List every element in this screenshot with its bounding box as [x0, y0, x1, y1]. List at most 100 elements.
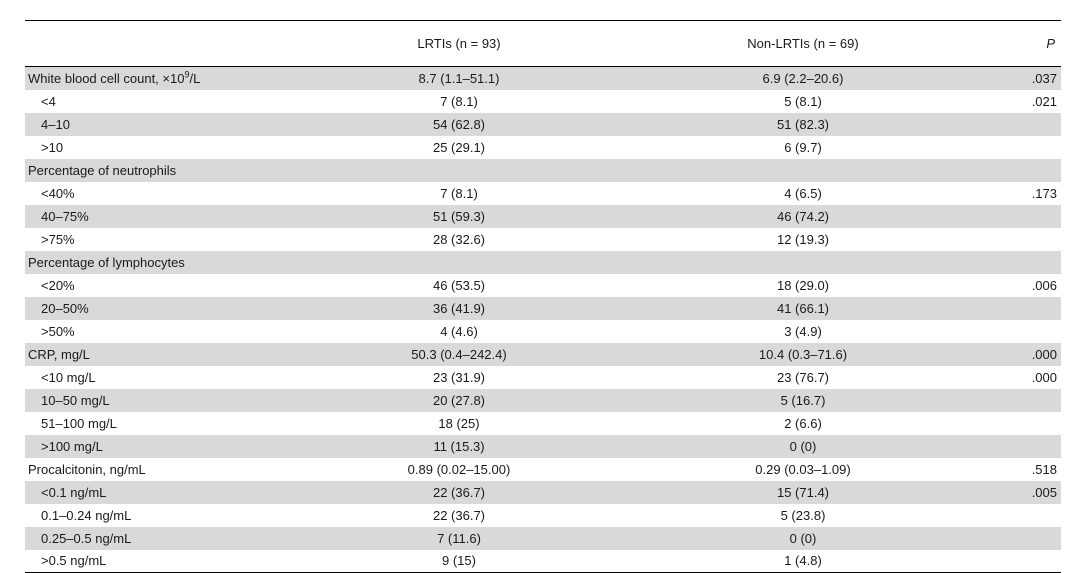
table-row: >50% 4 (4.6) 3 (4.9): [25, 320, 1061, 343]
cell-lrti: 20 (27.8): [287, 388, 631, 412]
table-row: 51–100 mg/L 18 (25) 2 (6.6): [25, 412, 1061, 435]
cell-p-value: [975, 204, 1061, 228]
row-label: Procalcitonin, ng/mL: [25, 458, 287, 481]
row-label: <20%: [25, 274, 287, 297]
cell-p-value: [975, 136, 1061, 159]
row-label: 51–100 mg/L: [25, 412, 287, 435]
cell-p-value: .518: [1031, 461, 1057, 477]
cell-non-lrti: 1 (4.8): [631, 549, 975, 573]
row-label-text: Procalcitonin, ng/mL: [28, 461, 146, 477]
row-label-text: 0.25–0.5 ng/mL: [41, 530, 132, 546]
header-row: LRTIs (n = 93) Non-LRTIs (n = 69) P: [25, 20, 1061, 67]
cell-non-lrti: 3 (4.9): [784, 323, 822, 339]
row-label-text: Percentage of lymphocytes: [28, 254, 185, 270]
lab-findings-table: LRTIs (n = 93) Non-LRTIs (n = 69) P Whit…: [25, 20, 1061, 573]
row-label-text: <40%: [41, 185, 75, 201]
row-label: >10: [25, 136, 287, 159]
row-label: <0.1 ng/mL: [25, 480, 287, 504]
row-label-text: 10–50 mg/L: [41, 392, 110, 408]
cell-non-lrti: 0 (0): [631, 526, 975, 550]
cell-non-lrti: 46 (74.2): [631, 204, 975, 228]
row-label-text: <10 mg/L: [41, 369, 96, 385]
table-row: >75% 28 (32.6) 12 (19.3): [25, 228, 1061, 251]
cell-p-value: [975, 549, 1061, 573]
cell-lrti: 7 (8.1): [440, 93, 478, 109]
row-label-text: CRP, mg/L: [28, 346, 90, 362]
cell-lrti: 18 (25): [438, 415, 480, 431]
table-row: <0.1 ng/mL 22 (36.7) 15 (71.4) .005: [25, 480, 1061, 504]
row-label-text: >10: [41, 139, 64, 155]
cell-lrti: 25 (29.1): [432, 139, 486, 155]
cell-p-value: [975, 296, 1061, 320]
cell-lrti: 22 (36.7): [432, 507, 486, 523]
header-lrti: LRTIs (n = 93): [287, 20, 631, 67]
header-non-lrti: Non-LRTIs (n = 69): [631, 20, 975, 67]
cell-p-value: [975, 412, 1061, 435]
cell-non-lrti: 23 (76.7): [776, 369, 830, 385]
cell-p-value: .000: [975, 342, 1061, 366]
cell-p-value: [975, 388, 1061, 412]
table-row: 4–10 54 (62.8) 51 (82.3): [25, 112, 1061, 136]
row-label: >100 mg/L: [25, 434, 287, 458]
table-row: 10–50 mg/L 20 (27.8) 5 (16.7): [25, 388, 1061, 412]
cell-non-lrti: [631, 158, 975, 182]
table-row: >10 25 (29.1) 6 (9.7): [25, 136, 1061, 159]
cell-lrti: 7 (8.1): [440, 185, 478, 201]
cell-non-lrti: 18 (29.0): [776, 277, 830, 293]
row-label-text: 20–50%: [41, 300, 89, 316]
row-label: White blood cell count, ×109/L: [25, 66, 287, 90]
row-label: >75%: [25, 228, 287, 251]
row-label: CRP, mg/L: [25, 342, 287, 366]
cell-non-lrti: 5 (23.8): [780, 507, 826, 523]
cell-p-value: .173: [1031, 185, 1057, 201]
cell-p-value: [975, 158, 1061, 182]
cell-non-lrti: 4 (6.5): [784, 185, 822, 201]
row-label-text: >75%: [41, 231, 75, 247]
row-label: 4–10: [25, 112, 287, 136]
cell-non-lrti: 51 (82.3): [631, 112, 975, 136]
cell-p-value: [975, 112, 1061, 136]
cell-non-lrti: 5 (8.1): [784, 93, 822, 109]
cell-p-value: [975, 228, 1061, 251]
row-label-text: <20%: [41, 277, 75, 293]
cell-lrti: 11 (15.3): [287, 434, 631, 458]
table-header: LRTIs (n = 93) Non-LRTIs (n = 69) P: [25, 20, 1061, 67]
table-body: White blood cell count, ×109/L 8.7 (1.1–5…: [25, 66, 1061, 573]
cell-p-value: [975, 434, 1061, 458]
row-label-text: 40–75%: [41, 208, 89, 224]
row-label-superscript: 9: [184, 69, 190, 80]
row-label: Percentage of lymphocytes: [25, 250, 287, 274]
cell-lrti: 28 (32.6): [432, 231, 486, 247]
table-row: White blood cell count, ×109/L 8.7 (1.1–5…: [25, 66, 1061, 90]
header-p-value: P: [975, 20, 1061, 67]
cell-lrti: 9 (15): [287, 549, 631, 573]
cell-lrti: 7 (11.6): [287, 526, 631, 550]
cell-lrti: 51 (59.3): [287, 204, 631, 228]
row-label-text: <4: [41, 93, 56, 109]
row-label: <10 mg/L: [25, 366, 287, 389]
row-label-text: White blood cell count, ×10: [28, 70, 185, 86]
cell-lrti: [287, 158, 631, 182]
table-row: >100 mg/L 11 (15.3) 0 (0): [25, 434, 1061, 458]
cell-lrti: 54 (62.8): [287, 112, 631, 136]
row-label: 10–50 mg/L: [25, 388, 287, 412]
row-label-text: 51–100 mg/L: [41, 415, 117, 431]
row-label: 0.25–0.5 ng/mL: [25, 526, 287, 550]
cell-non-lrti: 0 (0): [631, 434, 975, 458]
row-label-text: <0.1 ng/mL: [41, 484, 107, 500]
table-row: 0.1–0.24 ng/mL 22 (36.7) 5 (23.8): [25, 504, 1061, 527]
cell-lrti: 50.3 (0.4–242.4): [287, 342, 631, 366]
row-label: >0.5 ng/mL: [25, 549, 287, 573]
cell-non-lrti: 10.4 (0.3–71.6): [631, 342, 975, 366]
table-row: Procalcitonin, ng/mL 0.89 (0.02–15.00) 0.2…: [25, 458, 1061, 481]
cell-p-value: .037: [975, 66, 1061, 90]
cell-non-lrti: [631, 250, 975, 274]
row-label: 20–50%: [25, 296, 287, 320]
row-label-text: 4–10: [41, 116, 70, 132]
cell-p-value: .005: [975, 480, 1061, 504]
row-label-text: 0.1–0.24 ng/mL: [41, 507, 132, 523]
cell-lrti: 8.7 (1.1–51.1): [287, 66, 631, 90]
table-row: 0.25–0.5 ng/mL 7 (11.6) 0 (0): [25, 526, 1061, 550]
table-row: <40% 7 (8.1) 4 (6.5) .173: [25, 182, 1061, 205]
cell-p-value: .021: [1031, 93, 1057, 109]
